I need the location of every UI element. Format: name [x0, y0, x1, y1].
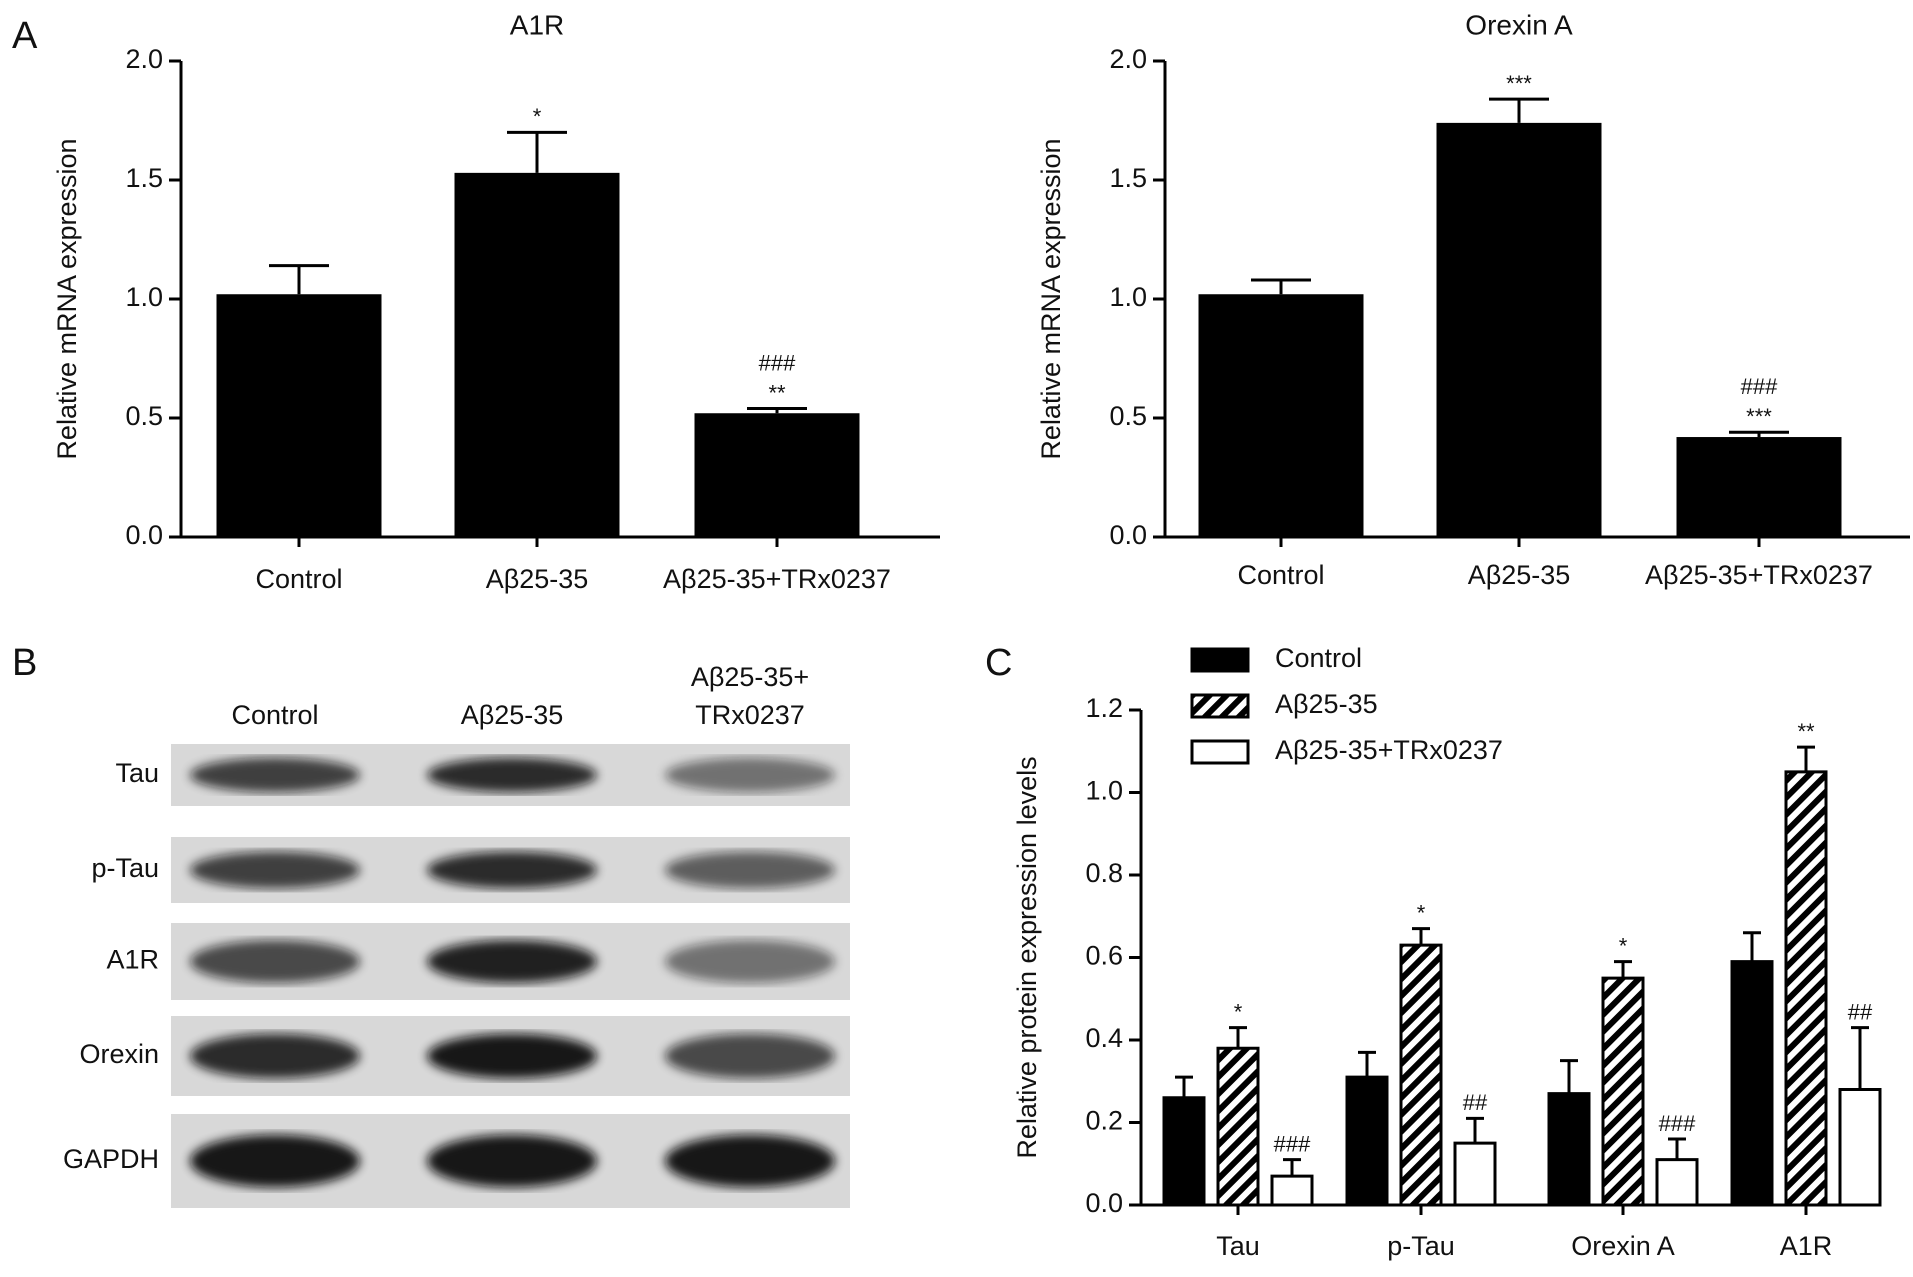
blot-band — [427, 757, 597, 793]
panel-label: C — [985, 642, 1012, 684]
significance: * — [1619, 933, 1628, 958]
bar — [1838, 1088, 1882, 1207]
y-tick-label: 1.5 — [125, 163, 163, 193]
legend-swatch — [1190, 693, 1250, 719]
y-tick-label: 0.0 — [125, 520, 163, 550]
lane-label: TRx0237 — [695, 700, 805, 730]
y-tick-label: 0.4 — [1085, 1023, 1123, 1053]
bar — [1399, 943, 1443, 1207]
bar — [216, 294, 382, 537]
chart-title: Orexin A — [1465, 9, 1573, 40]
bar — [1270, 1174, 1314, 1207]
blot-band — [190, 757, 360, 793]
significance: * — [1417, 900, 1426, 925]
x-tick-label: Aβ25-35 — [486, 564, 589, 594]
legend-swatch — [1190, 739, 1250, 765]
bar — [454, 172, 620, 538]
significance: *** — [1746, 404, 1772, 429]
y-tick-label: 0.5 — [125, 401, 163, 431]
significance: ### — [759, 350, 796, 375]
x-tick-label: Orexin A — [1571, 1231, 1675, 1261]
bar — [1601, 976, 1645, 1207]
y-tick-label: 1.0 — [1085, 776, 1123, 806]
blot-band — [665, 851, 835, 889]
blot-band — [665, 939, 835, 984]
blot-band — [665, 1033, 835, 1079]
lane-label: Aβ25-35 — [461, 700, 564, 730]
bar — [1345, 1075, 1389, 1207]
significance: ### — [1659, 1111, 1696, 1136]
bar — [694, 413, 860, 537]
x-tick-label: Control — [255, 564, 342, 594]
blot-band — [427, 1033, 597, 1079]
significance: ## — [1848, 999, 1873, 1024]
bar — [1198, 294, 1364, 537]
x-tick-label: Control — [1237, 560, 1324, 590]
bar — [1453, 1141, 1497, 1207]
y-tick-label: 0.8 — [1085, 858, 1123, 888]
bar — [1216, 1046, 1260, 1207]
y-axis-label: Relative mRNA expression — [52, 138, 82, 459]
x-tick-label: A1R — [1780, 1231, 1833, 1261]
y-tick-label: 1.5 — [1109, 163, 1147, 193]
blot-band — [190, 939, 360, 984]
blot-band — [665, 757, 835, 793]
blot-band — [665, 1134, 835, 1188]
legend-label: Control — [1275, 643, 1362, 673]
bar — [1730, 960, 1774, 1207]
y-tick-label: 0.2 — [1085, 1106, 1123, 1136]
lane-label: Aβ25-35+ — [691, 662, 809, 692]
lane-label: Control — [231, 700, 318, 730]
significance: * — [533, 104, 542, 129]
y-axis-label: Relative protein expression levels — [1012, 756, 1042, 1158]
significance: ### — [1741, 374, 1778, 399]
blot-band — [427, 939, 597, 984]
legend-label: Aβ25-35 — [1275, 689, 1378, 719]
x-tick-label: Aβ25-35+TRx0237 — [1645, 560, 1873, 590]
y-tick-label: 0.6 — [1085, 941, 1123, 971]
y-axis-label: Relative mRNA expression — [1036, 138, 1066, 459]
row-label: Tau — [115, 758, 159, 788]
blot-band — [427, 1134, 597, 1188]
y-tick-label: 0.0 — [1085, 1188, 1123, 1218]
row-label: Orexin — [79, 1039, 159, 1069]
x-tick-label: Aβ25-35+TRx0237 — [663, 564, 891, 594]
significance: *** — [1506, 71, 1532, 96]
significance: * — [1234, 999, 1243, 1024]
panel-label: A — [12, 15, 38, 57]
y-tick-label: 0.5 — [1109, 401, 1147, 431]
x-tick-label: Aβ25-35 — [1468, 560, 1571, 590]
row-label: p-Tau — [91, 853, 159, 883]
blot-band — [427, 851, 597, 889]
y-tick-label: 1.0 — [125, 282, 163, 312]
significance: ## — [1463, 1090, 1488, 1115]
panel-label: B — [12, 642, 37, 684]
bar — [1547, 1092, 1591, 1207]
blot-band — [190, 1033, 360, 1079]
row-label: GAPDH — [63, 1144, 159, 1174]
significance: ** — [768, 380, 786, 405]
chart-title: A1R — [510, 9, 564, 40]
y-tick-label: 2.0 — [125, 44, 163, 74]
significance: ### — [1274, 1131, 1311, 1156]
bar — [1676, 437, 1842, 537]
y-tick-label: 0.0 — [1109, 520, 1147, 550]
bar — [1162, 1096, 1206, 1207]
blot-band — [190, 1134, 360, 1188]
blot-band — [190, 851, 360, 889]
bar — [1784, 770, 1828, 1207]
y-tick-label: 2.0 — [1109, 44, 1147, 74]
x-tick-label: Tau — [1216, 1231, 1260, 1261]
y-tick-label: 1.2 — [1085, 693, 1123, 723]
x-tick-label: p-Tau — [1387, 1231, 1455, 1261]
legend-swatch — [1190, 647, 1250, 673]
y-tick-label: 1.0 — [1109, 282, 1147, 312]
row-label: A1R — [106, 945, 159, 975]
bar — [1436, 122, 1602, 537]
significance: ** — [1797, 719, 1815, 744]
legend-label: Aβ25-35+TRx0237 — [1275, 735, 1503, 765]
bar — [1655, 1158, 1699, 1207]
